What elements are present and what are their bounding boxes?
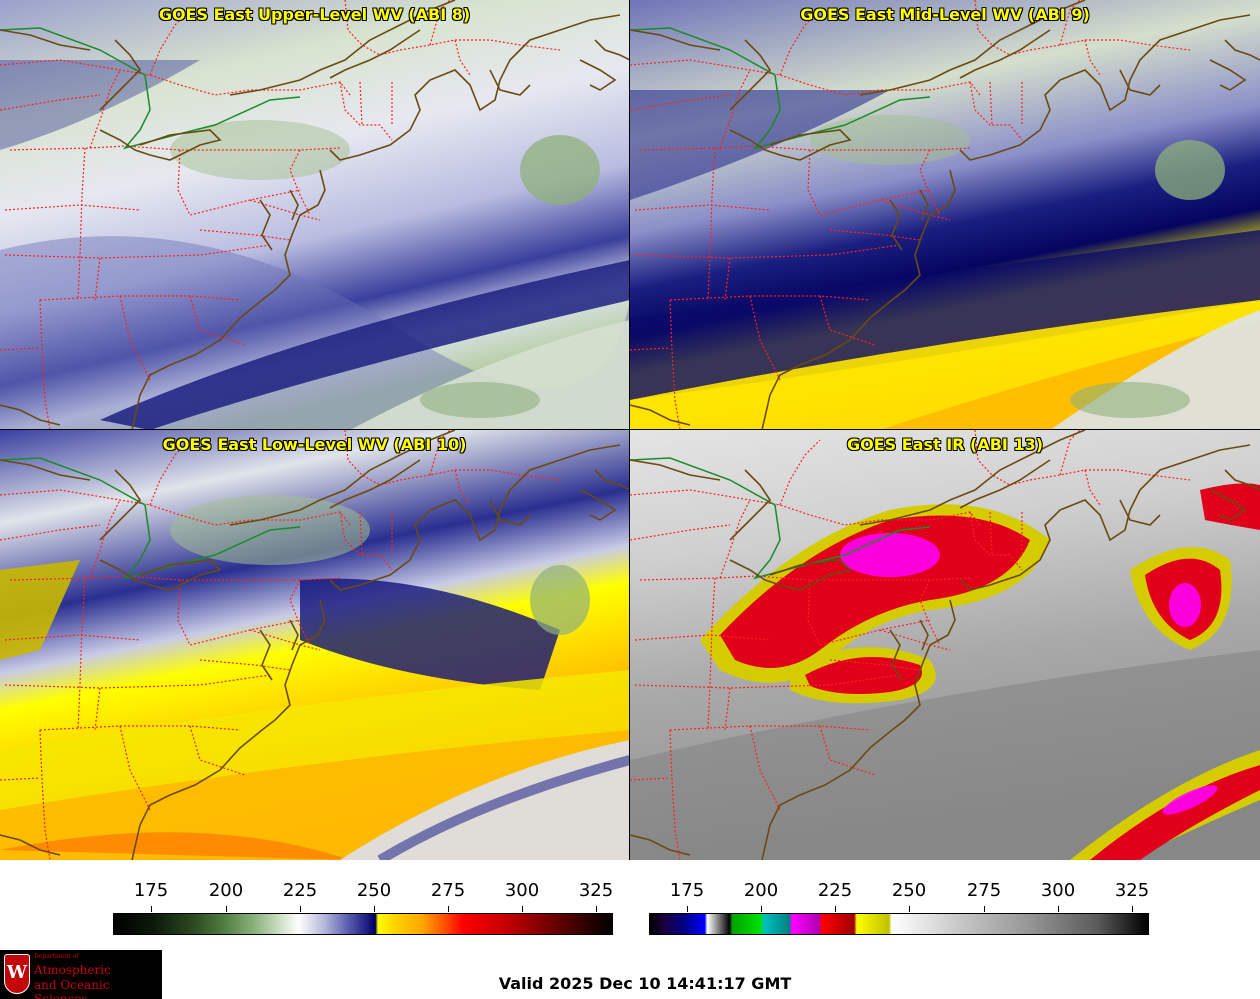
uw-crest-icon: W	[4, 954, 30, 994]
tick-label: 250	[891, 880, 927, 901]
panel-low-level-wv: GOES East Low-Level WV (ABI 10)	[0, 430, 630, 860]
tick-mark	[1058, 906, 1059, 912]
tick-mark	[374, 906, 375, 912]
tick-mark	[226, 906, 227, 912]
logo-line-2: and Oceanic Sciences	[34, 978, 110, 999]
colorbar-gradient	[649, 913, 1149, 935]
colorbar-ticks: 175 200 225 250 275 300 325	[649, 878, 1150, 912]
tick-label: 300	[504, 880, 540, 901]
tick-mark	[596, 906, 597, 912]
valid-time: Valid 2025 Dec 10 14:41:17 GMT	[498, 974, 792, 993]
panel-mid-level-wv: GOES East Mid-Level WV (ABI 9)	[630, 0, 1260, 430]
panel-ir: GOES East IR (ABI 13)	[630, 430, 1260, 860]
tick-label: 200	[208, 880, 244, 901]
tick-label: 175	[669, 880, 705, 901]
tick-label: 250	[356, 880, 392, 901]
tick-label: 200	[743, 880, 779, 901]
tick-label: 225	[282, 880, 318, 901]
tick-label: 175	[133, 880, 169, 901]
tick-mark	[761, 906, 762, 912]
satellite-image-upper-level	[0, 0, 629, 429]
aos-logo: W Department of Atmospheric and Oceanic …	[0, 950, 162, 999]
tick-label: 325	[578, 880, 614, 901]
tick-mark	[909, 906, 910, 912]
colorbar-gradient	[113, 913, 613, 935]
tick-mark	[300, 906, 301, 912]
tick-label: 275	[430, 880, 466, 901]
panel-upper-level-wv: GOES East Upper-Level WV (ABI 8)	[0, 0, 630, 430]
colorbar-ir: 175 200 225 250 275 300 325	[649, 878, 1149, 938]
tick-mark	[687, 906, 688, 912]
satellite-image-ir	[630, 430, 1260, 860]
tick-label: 300	[1040, 880, 1076, 901]
tick-mark	[835, 906, 836, 912]
tick-mark	[984, 906, 985, 912]
tick-mark	[448, 906, 449, 912]
tick-label: 275	[966, 880, 1002, 901]
tick-mark	[151, 906, 152, 912]
satellite-image-mid-level	[630, 0, 1260, 429]
tick-mark	[522, 906, 523, 912]
tick-mark	[1132, 906, 1133, 912]
tick-label: 325	[1114, 880, 1150, 901]
tick-label: 225	[817, 880, 853, 901]
logo-line-1: Atmospheric	[34, 963, 111, 977]
colorbar-ticks: 175 200 225 250 275 300 325	[113, 878, 614, 912]
logo-dept: Department of	[34, 953, 79, 960]
satellite-image-low-level	[0, 430, 629, 860]
colorbar-wv: 175 200 225 250 275 300 325	[113, 878, 613, 938]
